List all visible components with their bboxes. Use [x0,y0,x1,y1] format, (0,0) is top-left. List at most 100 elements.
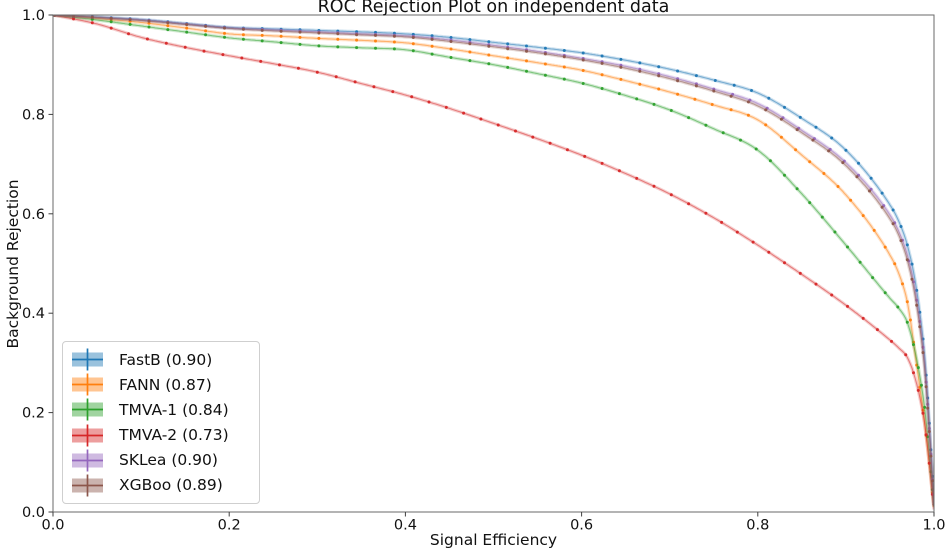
series-markers-TMVA-2 [53,15,934,496]
data-point [912,371,915,375]
data-point [926,406,930,410]
data-point [145,37,149,41]
data-point [506,65,510,69]
data-point [905,243,909,247]
data-point [298,42,302,46]
data-point [128,18,132,22]
legend-errorbar-swatch [72,424,103,447]
data-point [750,89,753,92]
data-point [487,44,491,48]
data-point [638,61,642,65]
data-point [72,15,75,18]
data-point [619,65,623,69]
data-point [619,77,623,81]
data-point [241,27,245,31]
data-point [147,25,151,29]
data-point [260,33,264,37]
data-point [930,479,934,483]
data-point [915,288,919,292]
data-point [317,36,321,40]
data-point [712,89,716,93]
data-point [127,32,130,36]
data-point [202,49,206,53]
data-point [392,40,396,44]
data-point [822,172,826,175]
data-point [783,173,786,177]
data-point [814,125,818,129]
data-point [735,230,739,234]
data-point [581,51,585,55]
data-point [430,37,434,41]
data-point [204,29,208,33]
legend-errorbar-swatch [72,449,103,472]
data-point [581,82,585,85]
data-point [562,55,566,59]
data-point [899,239,903,243]
data-point [355,33,359,37]
data-point [929,454,933,458]
data-point [449,40,453,43]
data-point [846,304,849,308]
data-point [374,33,377,37]
data-point [883,291,887,295]
data-point [166,28,170,32]
data-point [317,31,321,35]
data-point [353,80,357,84]
legend-errorbar-swatch [72,373,103,396]
data-point [296,66,300,70]
data-point [669,193,673,197]
data-point [729,94,733,98]
data-point [506,56,510,60]
data-point [109,26,113,30]
data-point [525,44,528,48]
data-point [430,44,434,48]
data-point [90,21,94,25]
data-point [166,24,170,28]
data-point [372,85,376,89]
data-point [298,35,302,39]
data-point [565,148,569,152]
data-point [899,225,903,228]
legend-errorbar-swatch [72,348,103,371]
data-point [298,30,302,34]
legend-item-label: FastB (0.90) [119,350,213,369]
data-point [548,141,552,145]
data-point [830,136,834,140]
data-point [855,175,859,179]
data-point [924,433,928,437]
data-point [841,161,845,165]
data-point [923,405,927,409]
data-point [600,161,604,165]
data-point [279,29,283,33]
data-point [410,95,414,99]
data-point [891,222,895,226]
data-point [109,16,113,20]
data-point [891,208,895,212]
data-point [600,87,604,90]
data-point [710,103,714,106]
data-point [872,228,876,232]
data-point [468,38,472,42]
data-point [506,47,510,51]
data-point [808,201,812,205]
data-point [525,69,528,73]
data-point [223,31,226,35]
data-point [783,105,786,109]
data-point [905,320,909,324]
data-point [449,36,453,39]
data-point [221,53,225,57]
data-point [479,117,483,121]
data-point [109,20,113,24]
data-point [430,34,434,38]
data-point [657,74,661,78]
data-point [278,63,281,67]
data-point [849,198,853,202]
data-point [506,42,510,46]
data-point [767,96,771,100]
data-point [676,69,680,73]
data-point [638,82,642,86]
x-tick-label: 0.0 [41,518,64,534]
data-point [462,111,466,115]
data-point [883,245,887,249]
